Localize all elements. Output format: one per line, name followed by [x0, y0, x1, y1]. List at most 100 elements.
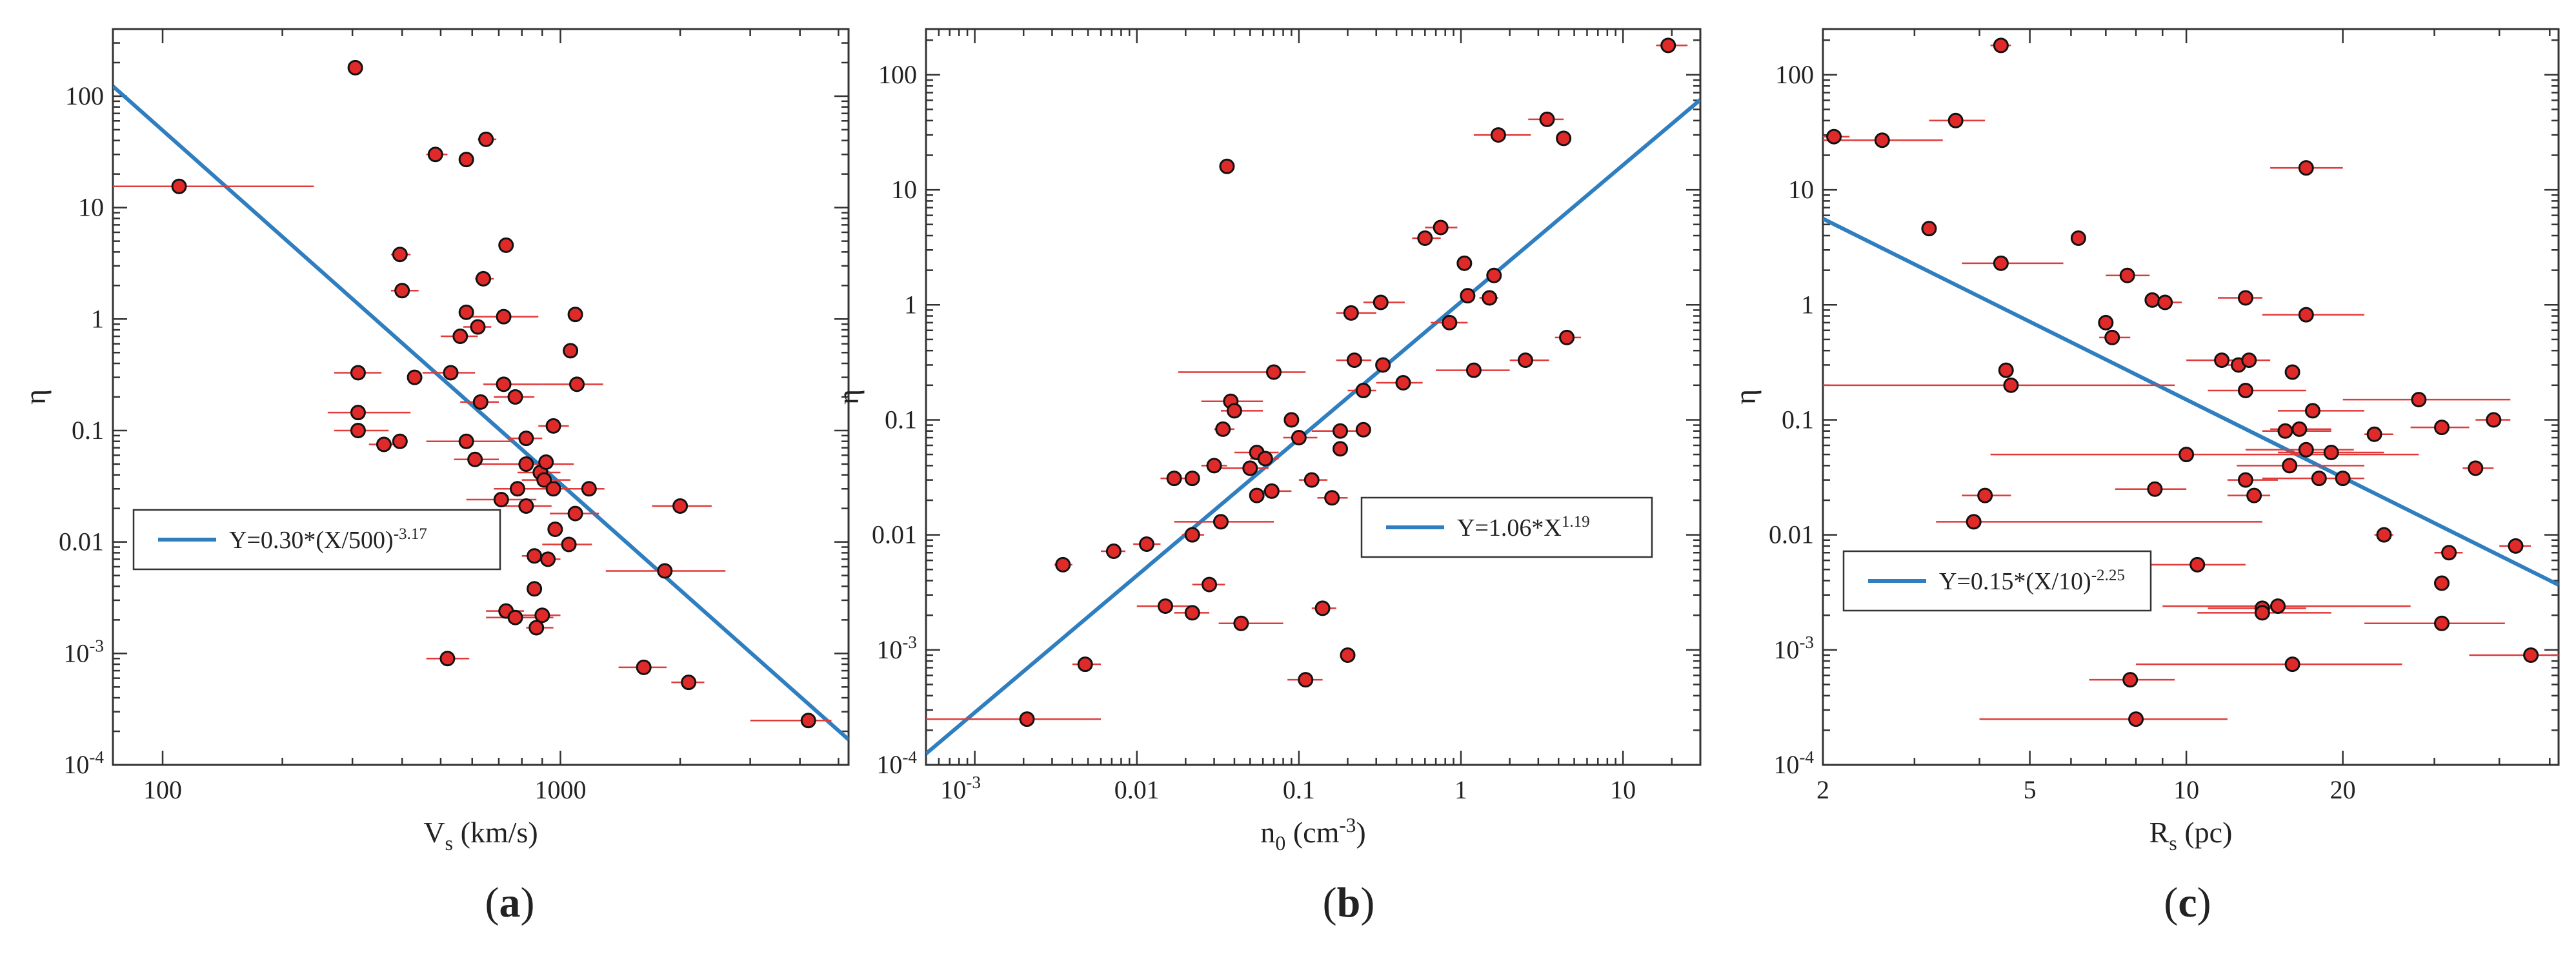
data-point	[1346, 352, 1362, 369]
data-point	[672, 498, 689, 514]
data-point	[2144, 292, 2160, 308]
data-point	[2366, 426, 2382, 442]
data-point	[538, 454, 554, 471]
x-tick-label: 20	[2330, 775, 2356, 804]
x-tick-label: 5	[2024, 775, 2037, 804]
x-tick-label: 10-3	[940, 773, 981, 804]
data-point	[2298, 441, 2314, 458]
data-point	[1257, 451, 1273, 467]
data-point	[509, 481, 525, 497]
data-point	[2282, 458, 2298, 474]
panel-b: 10-4 10-3 0.01 0.1 1 10 100 10-3 0.01 0.1 1 10 η n0 (…	[832, 28, 1702, 926]
data-point	[1263, 483, 1280, 499]
data-point	[1355, 382, 1371, 398]
data-point	[1184, 527, 1200, 543]
data-point	[2311, 471, 2327, 487]
data-point	[2189, 556, 2206, 573]
data-point	[2441, 545, 2457, 561]
y-tick-label: 0.01	[872, 520, 917, 549]
data-point	[1373, 294, 1389, 310]
data-point	[545, 481, 561, 497]
data-point	[518, 456, 534, 472]
y-axis-title: η	[832, 389, 865, 405]
data-point	[2214, 352, 2230, 369]
data-point	[1993, 37, 2009, 54]
data-point	[547, 521, 563, 537]
data-point	[2157, 294, 2173, 310]
data-point	[1460, 288, 1476, 304]
y-tick-label: 0.1	[72, 416, 104, 445]
x-tick-label: 0.1	[1283, 775, 1315, 804]
data-point	[498, 237, 514, 253]
data-point	[540, 551, 556, 567]
data-point	[2241, 352, 2257, 369]
data-point	[350, 422, 366, 438]
x-axis-title: Rs (pc)	[2149, 816, 2233, 855]
data-point	[528, 620, 545, 636]
data-point	[2147, 481, 2163, 497]
data-point	[1340, 647, 1356, 663]
data-point	[470, 319, 486, 335]
data-points	[113, 59, 832, 729]
y-tick-label: 10	[1788, 175, 1814, 204]
data-point	[527, 548, 543, 564]
y-tick-label: 1	[91, 304, 104, 333]
fit-line	[113, 85, 849, 742]
data-point	[2284, 364, 2300, 380]
data-point	[1355, 421, 1371, 438]
data-point	[1456, 255, 1473, 271]
x-axis-title: Vs (km/s)	[423, 816, 538, 855]
data-point	[1157, 598, 1173, 614]
data-point	[1242, 460, 1258, 476]
data-point	[527, 581, 543, 597]
data-point	[1442, 314, 1458, 330]
data-point	[350, 365, 366, 381]
data-point	[1417, 230, 1433, 246]
y-tick-label: 10	[78, 193, 104, 222]
data-point	[1219, 158, 1235, 174]
data-point	[561, 536, 577, 553]
data-point	[2335, 471, 2351, 487]
data-point	[1291, 430, 1307, 446]
data-point	[2104, 329, 2120, 345]
data-point	[1215, 421, 1231, 437]
data-point	[636, 659, 652, 675]
data-point	[657, 563, 673, 579]
x-tick-label: 1	[1454, 775, 1467, 804]
data-point	[2468, 460, 2484, 476]
y-tick-label: 100	[65, 81, 104, 110]
data-point	[2411, 392, 2427, 408]
y-tick-label: 10-3	[1773, 633, 1814, 664]
data-point	[458, 433, 474, 449]
data-point	[1660, 37, 1676, 54]
data-point	[2070, 230, 2086, 246]
data-point	[1184, 605, 1200, 621]
data-point	[443, 365, 459, 381]
y-tick-label: 100	[878, 60, 917, 89]
data-point	[1332, 441, 1348, 457]
data-point	[1303, 472, 1320, 488]
data-point	[347, 59, 363, 76]
data-point	[394, 283, 410, 299]
data-point	[1077, 656, 1093, 673]
data-point	[1998, 362, 2014, 378]
data-point	[2508, 538, 2524, 554]
y-tick-label: 1	[904, 290, 917, 319]
data-point	[563, 343, 579, 359]
y-tick-label: 10-4	[63, 747, 104, 779]
data-point	[1977, 487, 1993, 503]
y-tick-label: 10-3	[63, 636, 104, 667]
data-point	[1184, 471, 1200, 487]
data-points	[926, 37, 1688, 727]
data-point	[2277, 423, 2293, 439]
data-point	[1375, 357, 1391, 373]
fit-line	[1823, 217, 2559, 587]
data-point	[1324, 490, 1340, 506]
data-point	[681, 675, 697, 691]
data-point	[1465, 362, 1482, 378]
x-tick-label: 0.01	[1114, 775, 1160, 804]
data-point	[1921, 221, 1937, 237]
y-tick-label: 10-4	[876, 747, 917, 779]
fit-line	[926, 98, 1700, 755]
y-tick-label: 100	[1775, 60, 1814, 89]
